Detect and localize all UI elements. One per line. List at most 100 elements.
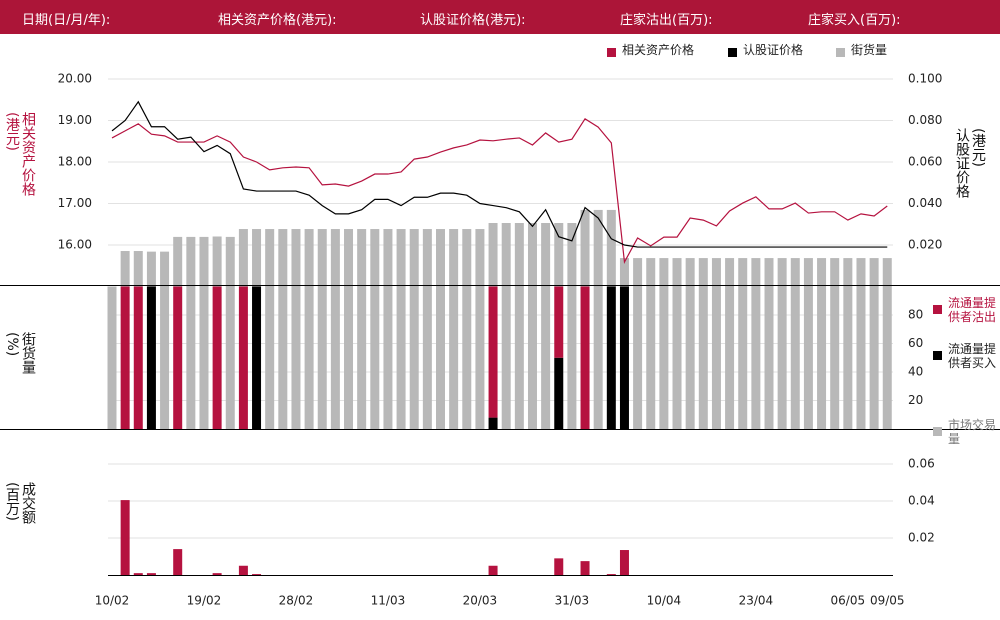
legend-item: 市场交易量	[933, 418, 1000, 446]
bar-segment	[212, 286, 222, 429]
bar	[711, 258, 721, 287]
bar	[422, 229, 432, 287]
bar-segment	[449, 286, 459, 429]
bar	[619, 258, 629, 287]
header-label: 日期(日/月/年):	[22, 13, 111, 28]
bar	[252, 574, 262, 575]
bar	[738, 258, 748, 287]
bar	[133, 573, 143, 575]
legend-swatch	[933, 305, 942, 314]
bar-segment	[646, 286, 656, 429]
legend-item: 相关资产价格	[607, 43, 695, 57]
bar	[817, 258, 827, 287]
bar-segment	[107, 286, 117, 429]
bar	[120, 251, 130, 287]
bar	[383, 229, 393, 287]
bar-segment	[672, 286, 682, 429]
bar	[580, 561, 590, 575]
bar	[265, 229, 275, 287]
bar-segment	[265, 286, 275, 429]
bar-segment	[501, 286, 511, 429]
bar	[672, 258, 682, 287]
bar-segment	[843, 286, 853, 429]
bar	[501, 223, 511, 287]
bar-segment	[344, 286, 354, 429]
x-tick-label: 28/02	[279, 594, 314, 608]
bar	[449, 229, 459, 287]
bar-segment	[698, 286, 708, 429]
bar	[252, 229, 262, 287]
bar	[751, 258, 761, 287]
bar	[199, 236, 209, 287]
bar-segment	[186, 286, 196, 429]
bar	[173, 549, 183, 575]
bar	[370, 229, 380, 287]
bar-segment	[133, 286, 143, 429]
bar	[396, 229, 406, 287]
bar-segment	[790, 286, 800, 429]
bar-segment	[422, 286, 432, 429]
bar	[212, 236, 222, 287]
bar-segment	[304, 286, 314, 429]
bar	[856, 258, 866, 287]
bar	[514, 223, 524, 287]
tick-label: 20.00	[58, 72, 92, 86]
bar-segment	[751, 286, 761, 429]
bar-segment	[580, 286, 590, 429]
bar-segment	[869, 286, 879, 429]
bar	[869, 258, 879, 287]
header-label: 相关资产价格(港元):	[218, 13, 337, 28]
legend-label: 市场交易量	[948, 418, 997, 446]
tick-label: 18.00	[58, 155, 92, 169]
bar	[436, 229, 445, 287]
legend-swatch	[607, 48, 616, 57]
tick-label: 0.06	[908, 457, 935, 471]
bar-segment	[830, 286, 840, 429]
line	[111, 100, 888, 248]
bar-segment	[633, 286, 643, 429]
header-bar: 日期(日/月/年): 相关资产价格(港元): 认股证价格(港元): 庄家沽出(百…	[0, 0, 1000, 34]
bar	[409, 229, 419, 287]
bar-segment	[436, 286, 445, 429]
legend-label: 相关资产价格	[622, 43, 695, 57]
y-axis-title: 街货量(%)	[4, 332, 36, 374]
y-axis-title: 成交额(百万)	[4, 482, 36, 524]
x-tick-label: 19/02	[187, 594, 222, 608]
bar-segment	[777, 286, 787, 429]
bar-segment	[541, 286, 551, 429]
bar-segment	[475, 286, 485, 429]
legend-item: 流通量提供者买入	[933, 342, 1000, 370]
bar	[646, 258, 656, 287]
bar-segment	[488, 417, 498, 429]
legend-item: 流通量提供者沽出	[933, 296, 1000, 324]
x-tick-label: 09/05	[870, 594, 905, 608]
bar-segment	[606, 286, 616, 429]
legend-swatch	[933, 427, 942, 436]
tick-label: 17.00	[58, 196, 92, 210]
bar	[698, 258, 708, 287]
bar	[606, 209, 616, 287]
line	[111, 118, 888, 264]
bar	[685, 258, 695, 287]
bar-segment	[554, 286, 564, 358]
tick-label: 0.040	[908, 196, 942, 210]
bar	[830, 258, 840, 287]
bar-segment	[764, 286, 774, 429]
bar-segment	[396, 286, 406, 429]
bar	[317, 229, 327, 287]
bar	[554, 223, 564, 287]
bar	[133, 251, 143, 287]
bar	[764, 258, 774, 287]
tick-label: 0.02	[908, 531, 935, 545]
bar-segment	[370, 286, 380, 429]
bar	[488, 223, 498, 287]
tick-label: 0.100	[908, 72, 942, 86]
legend-label: 流通量提供者沽出	[948, 296, 997, 324]
bar	[291, 229, 301, 287]
bar	[225, 236, 235, 287]
bar-segment	[817, 286, 827, 429]
bar	[606, 574, 616, 575]
x-tick-label: 23/04	[739, 594, 774, 608]
